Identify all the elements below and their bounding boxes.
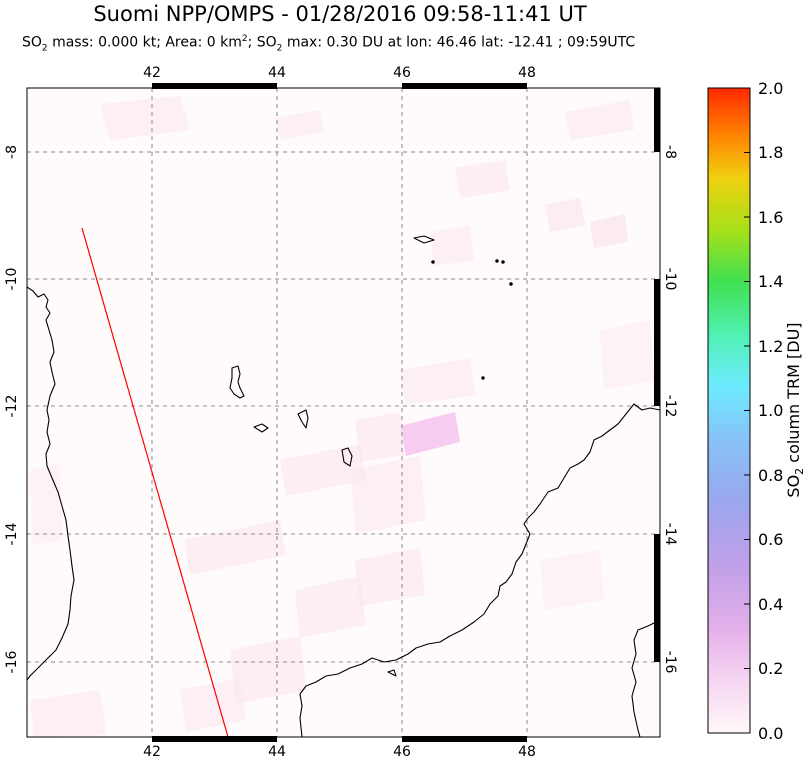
islet [501, 260, 505, 264]
lat-tick-right: -12 [662, 395, 678, 418]
africa-coastline [27, 286, 75, 681]
lon-tick-top: 46 [393, 65, 411, 81]
lat-tick-right: -8 [662, 145, 678, 159]
colorbar-title: SO2 column TRM [DU] [784, 322, 806, 497]
colorbar-tick: 0.8 [758, 466, 783, 485]
map-subtitle: SO2 mass: 0.000 kt; Area: 0 km2; SO2 max… [22, 34, 636, 54]
lon-tick-bottom: 48 [518, 744, 536, 759]
colorbar-tick: 0.4 [758, 595, 783, 614]
colorbar-tick: 0.2 [758, 659, 783, 678]
colorbar-tick: 1.6 [758, 208, 783, 227]
coastline [27, 235, 660, 737]
colorbar-tick-marks [744, 87, 750, 734]
lat-tick-left: -16 [4, 650, 20, 673]
so2-pixels [30, 96, 654, 737]
colorbar-tick: 1.8 [758, 143, 783, 162]
moheli-island [253, 423, 269, 433]
map-frame [26, 87, 661, 738]
lat-tick-left: -12 [4, 395, 20, 418]
colorbar-tick: 2.0 [758, 79, 783, 98]
lat-tick-right: -14 [662, 523, 678, 546]
map-title: Suomi NPP/OMPS - 01/28/2016 09:58-11:41 … [93, 2, 587, 26]
lat-tick-left: -8 [4, 145, 20, 159]
mayotte-island [341, 447, 353, 467]
lon-tick-top: 42 [143, 65, 161, 81]
madagascar-coastline [299, 403, 660, 737]
satellite-track-line [81, 227, 229, 737]
colorbar-tick: 1.0 [758, 401, 783, 420]
lon-tick-bottom: 42 [143, 744, 161, 759]
map-frame-bars [152, 83, 660, 742]
islet-south [387, 669, 397, 677]
islet [495, 259, 499, 263]
lon-tick-bottom: 44 [268, 744, 286, 759]
colorbar-tick: 1.2 [758, 337, 783, 356]
colorbar-tick-labels: 2.0 1.8 1.6 1.4 1.2 1.0 0.8 0.6 0.4 0.2 … [758, 79, 783, 743]
colorbar-tick: 0.6 [758, 530, 783, 549]
lon-tick-top: 48 [518, 65, 536, 81]
lat-tick-left: -10 [4, 268, 20, 291]
grande-comore-island [229, 365, 245, 399]
anjouan-island [297, 409, 309, 429]
madagascar-southeast-coastline [631, 619, 660, 737]
lat-tick-right: -16 [662, 651, 678, 674]
aldabra-island [413, 235, 435, 244]
lon-tick-bottom: 46 [393, 744, 411, 759]
colorbar [707, 87, 751, 734]
colorbar-tick: 1.4 [758, 272, 783, 291]
lat-tick-right: -10 [662, 268, 678, 291]
islet [431, 260, 435, 264]
lat-tick-left: -14 [4, 522, 20, 545]
map-background [27, 88, 660, 737]
islet [481, 376, 485, 380]
lon-tick-top: 44 [268, 65, 286, 81]
islet [509, 282, 513, 286]
colorbar-tick: 0.0 [758, 724, 783, 743]
